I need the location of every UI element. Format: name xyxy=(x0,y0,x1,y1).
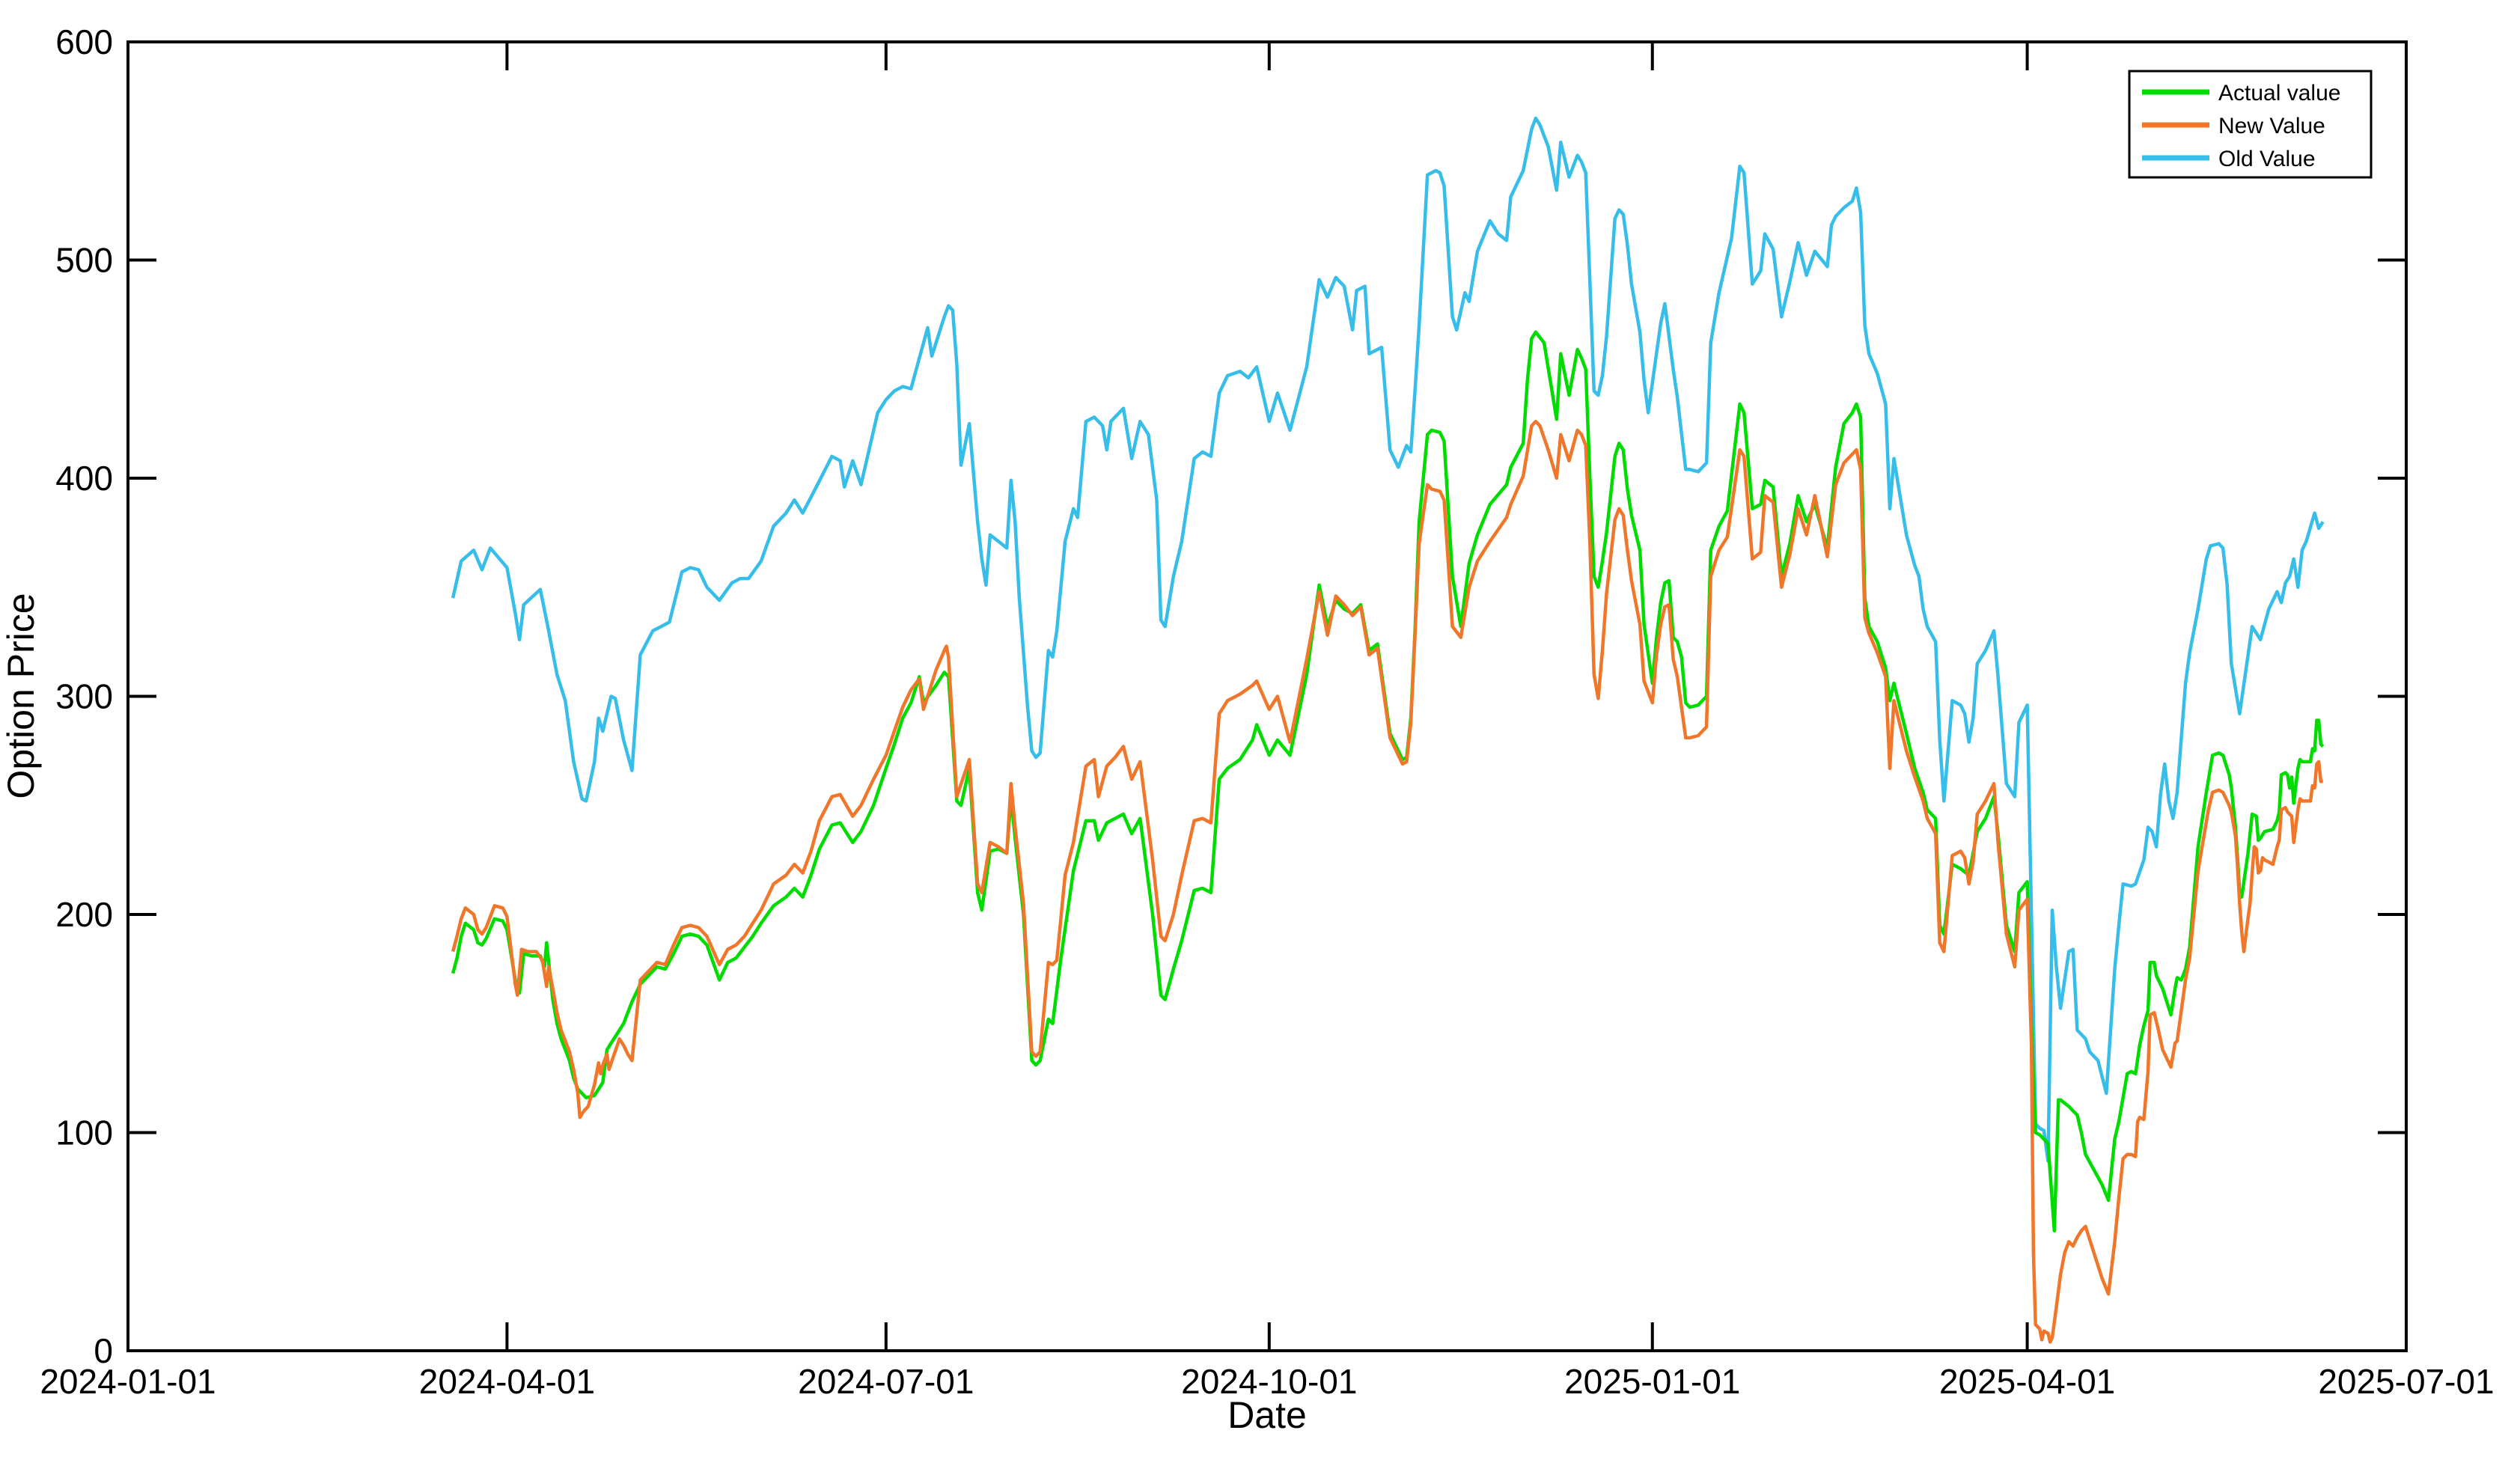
y-tick-label: 600 xyxy=(55,22,113,61)
y-tick-label: 0 xyxy=(94,1331,113,1370)
y-tick-label: 500 xyxy=(55,241,113,280)
x-tick-label: 2025-01-01 xyxy=(1564,1362,1740,1401)
x-tick-label: 2025-07-01 xyxy=(2318,1362,2494,1401)
series-line-actual-value xyxy=(451,330,2325,1233)
plot-border xyxy=(126,40,2408,1352)
x-tick-label: 2024-07-01 xyxy=(798,1362,974,1401)
y-tick-label: 300 xyxy=(55,677,113,716)
x-tick-label: 2025-04-01 xyxy=(1939,1362,2115,1401)
y-tick-label: 100 xyxy=(55,1114,113,1152)
legend-label: Old Value xyxy=(2218,147,2316,171)
y-axis-title: Option Price xyxy=(0,593,42,798)
legend-label: Actual value xyxy=(2218,81,2340,106)
x-tick-label: 2024-01-01 xyxy=(40,1362,216,1401)
x-axis-title: Date xyxy=(1227,1394,1307,1436)
y-tick-label: 200 xyxy=(55,895,113,934)
series-line-new-value xyxy=(451,419,2323,1344)
y-tick-label: 400 xyxy=(55,459,113,498)
legend-label: New Value xyxy=(2218,114,2325,138)
x-tick-label: 2024-04-01 xyxy=(419,1362,595,1401)
x-tick-label: 2024-10-01 xyxy=(1181,1362,1357,1401)
series-line-old-value xyxy=(451,116,2325,1163)
